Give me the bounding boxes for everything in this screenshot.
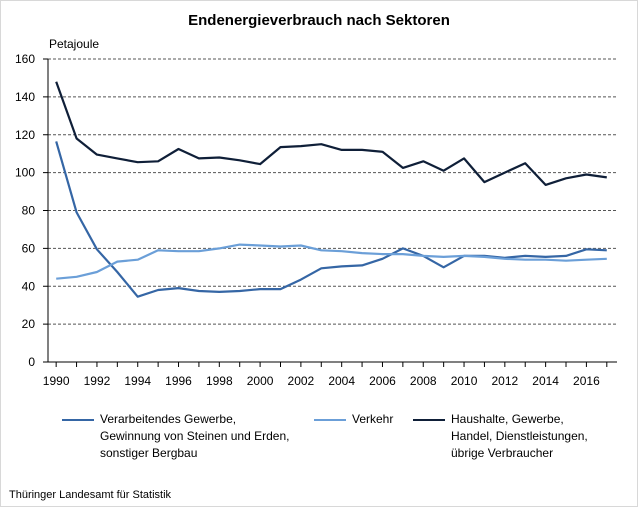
y-tick-label: 140 xyxy=(15,90,35,104)
legend-label-line: übrige Verbraucher xyxy=(451,446,554,460)
chart-title: Endenergieverbrauch nach Sektoren xyxy=(188,12,450,29)
y-tick-label: 160 xyxy=(15,52,35,66)
source-note: Thüringer Landesamt für Statistik xyxy=(9,489,172,501)
series-line-3 xyxy=(55,81,607,186)
series-line-2 xyxy=(56,243,607,280)
legend-label: Haushalte, Gewerbe, Handel, Dienstleistun… xyxy=(451,411,588,462)
x-tick-label: 2006 xyxy=(369,374,396,388)
legend-label-line: Handel, Dienstleistungen, xyxy=(451,429,588,443)
x-tick-label: 1990 xyxy=(43,374,70,388)
x-tick-label: 2012 xyxy=(491,374,518,388)
y-tick-label: 80 xyxy=(22,204,36,218)
y-axis-unit-label: Petajoule xyxy=(49,37,100,51)
y-tick-label: 60 xyxy=(22,241,36,255)
x-tick-label: 1992 xyxy=(84,374,111,388)
y-tick-label: 40 xyxy=(22,279,36,293)
legend-label-line: sonstiger Bergbau xyxy=(100,446,198,460)
legend-label-line: Haushalte, Gewerbe, xyxy=(451,412,564,426)
y-tick-label: 100 xyxy=(15,166,35,180)
x-tick-label: 1994 xyxy=(124,374,151,388)
x-tick-label: 1996 xyxy=(165,374,192,388)
x-tick-label: 2016 xyxy=(573,374,600,388)
series-line-1 xyxy=(55,141,607,298)
legend-label: Verarbeitendes Gewerbe, Gewinnung von Ste… xyxy=(100,411,289,462)
legend-label-line: Verkehr xyxy=(352,412,394,426)
y-tick-label: 120 xyxy=(15,128,35,142)
x-tick-label: 2002 xyxy=(288,374,315,388)
legend-label-line: Verarbeitendes Gewerbe, xyxy=(100,412,237,426)
x-tick-label: 2010 xyxy=(451,374,478,388)
y-tick-label: 20 xyxy=(22,317,36,331)
x-tick-label: 1998 xyxy=(206,374,233,388)
x-tick-label: 2004 xyxy=(328,374,355,388)
legend-label: Verkehr xyxy=(352,411,393,428)
legend-swatch xyxy=(413,419,445,421)
y-tick-label: 0 xyxy=(28,355,35,369)
x-tick-label: 2014 xyxy=(532,374,559,388)
legend-swatch xyxy=(314,419,346,421)
legend-swatch xyxy=(62,419,94,421)
legend-label-line: Gewinnung von Steinen und Erden, xyxy=(100,429,290,443)
x-tick-label: 2000 xyxy=(247,374,274,388)
x-tick-label: 2008 xyxy=(410,374,437,388)
